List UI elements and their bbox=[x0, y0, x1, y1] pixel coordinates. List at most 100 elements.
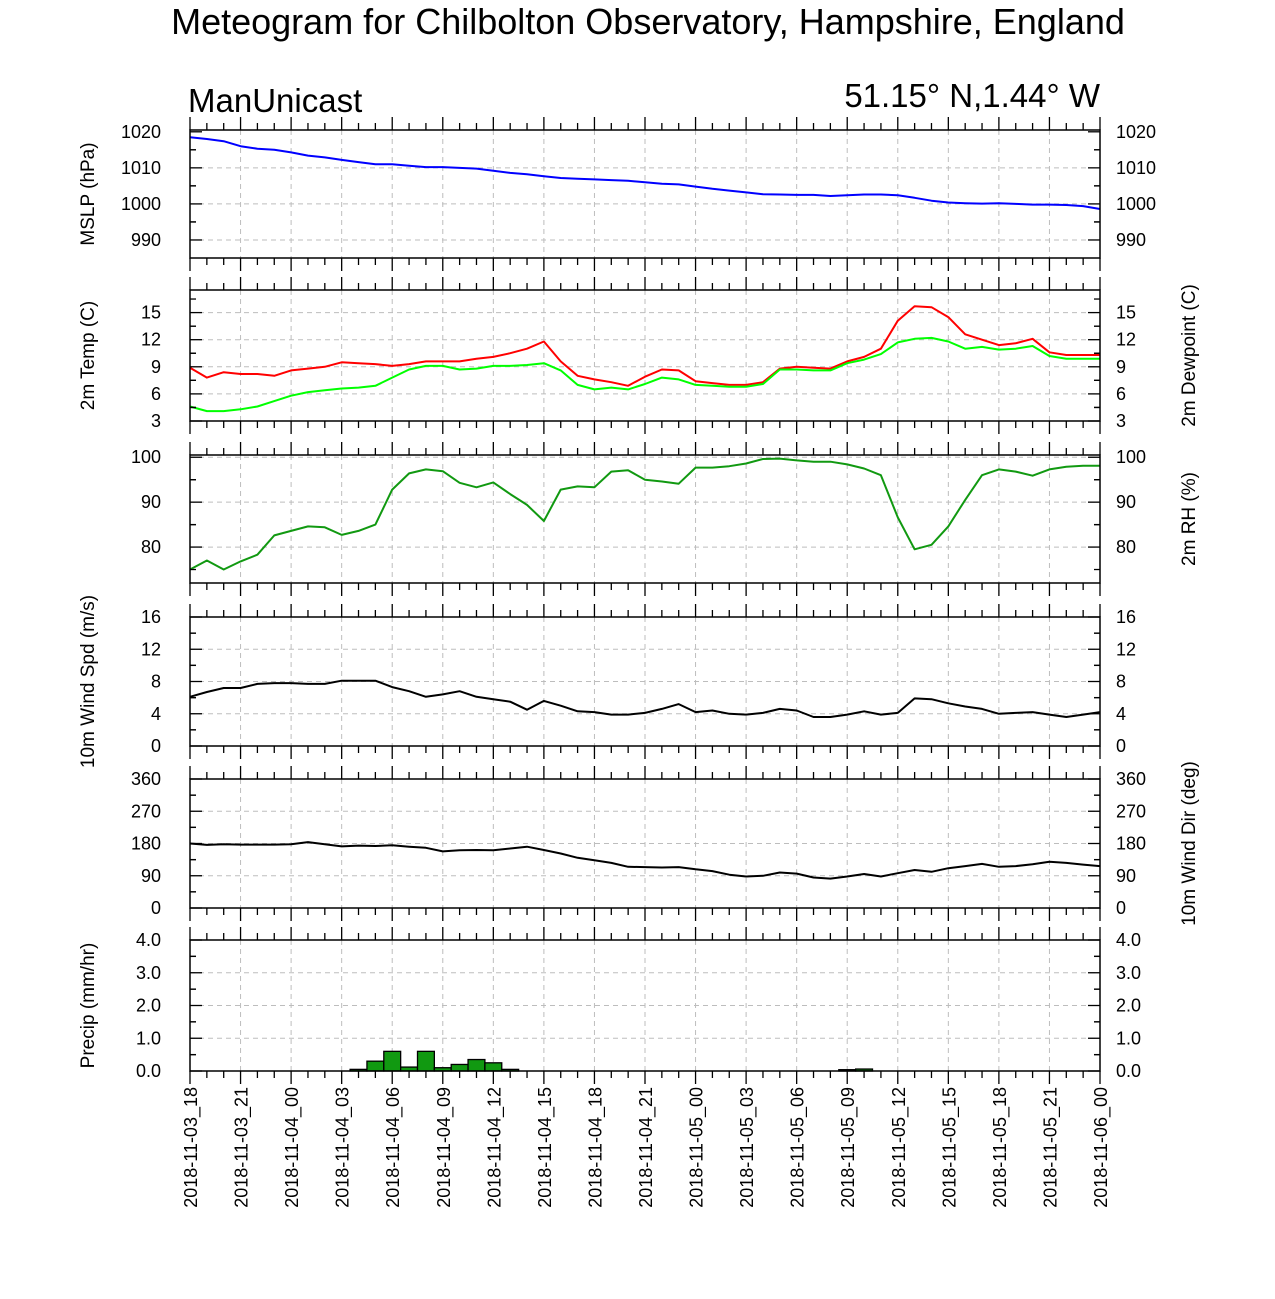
x-axis: 2018-11-03_18 2018-11-03_21 2018-11-04_00 2… bbox=[181, 1087, 1112, 1208]
y-tick-label-right: 9 bbox=[1116, 357, 1126, 377]
x-tick-label: 2018-11-04_06 bbox=[383, 1087, 404, 1208]
y-tick-label-right: 990 bbox=[1116, 230, 1146, 250]
location-label: 51.15° N,1.44° W bbox=[844, 77, 1101, 114]
y-tick-label-left: 6 bbox=[151, 384, 161, 404]
x-tick-label: 2018-11-04_15 bbox=[535, 1087, 556, 1208]
y-tick-label-right: 4.0 bbox=[1116, 930, 1141, 950]
y-tick-label-right: 4 bbox=[1116, 704, 1126, 724]
y-tick-label-right: 6 bbox=[1116, 384, 1126, 404]
y-tick-label-right: 3.0 bbox=[1116, 963, 1141, 983]
panel-frame bbox=[189, 939, 1101, 1072]
panel-wind_speed: 0 0 4 4 8 8 12 12 16 16 10m Wind Spd (m/s) bbox=[78, 595, 1136, 768]
mslp-mslp-line bbox=[189, 136, 1101, 210]
rh-rh-line bbox=[189, 457, 1100, 571]
y-tick-label-right: 180 bbox=[1116, 834, 1146, 854]
y-tick-label-left: 1.0 bbox=[136, 1028, 161, 1048]
y-tick-label-left: 0 bbox=[151, 898, 161, 918]
panel-frame bbox=[189, 616, 1101, 747]
y-tick-label-left: 4 bbox=[151, 704, 161, 724]
x-tick-label: 2018-11-05_12 bbox=[889, 1087, 910, 1208]
wind_speed-wind-line bbox=[189, 679, 1101, 718]
wind_dir-wind-line bbox=[189, 841, 1101, 880]
chart-title: Meteogram for Chilbolton Observatory, Ha… bbox=[171, 1, 1125, 42]
y-tick-label-left: 360 bbox=[131, 769, 161, 789]
y-tick-label-left: 100 bbox=[131, 447, 161, 467]
model-label: ManUnicast bbox=[188, 82, 362, 119]
y-tick-label-right: 360 bbox=[1116, 769, 1146, 789]
y-tick-label-right: 1010 bbox=[1116, 158, 1156, 178]
x-tick-label: 2018-11-05_18 bbox=[990, 1087, 1011, 1208]
y-tick-label-left: 8 bbox=[151, 672, 161, 692]
y-tick-label-right: 2.0 bbox=[1116, 996, 1141, 1016]
y-axis-label-left: Precip (mm/hr) bbox=[78, 943, 99, 1069]
x-tick-label: 2018-11-05_00 bbox=[687, 1087, 708, 1208]
x-tick-label: 2018-11-05_15 bbox=[939, 1087, 960, 1208]
y-tick-label-left: 90 bbox=[141, 866, 161, 886]
y-tick-label-right: 0.0 bbox=[1116, 1061, 1141, 1081]
y-tick-label-right: 16 bbox=[1116, 607, 1136, 627]
precip-bar bbox=[484, 1062, 503, 1072]
x-tick-label: 2018-11-05_21 bbox=[1040, 1087, 1061, 1208]
temp-temp-line bbox=[189, 305, 1100, 387]
y-tick-label-left: 3.0 bbox=[136, 963, 161, 983]
y-tick-label-left: 1000 bbox=[121, 194, 161, 214]
y-tick-label-right: 12 bbox=[1116, 639, 1136, 659]
panel-precip: 0.0 0.0 1.0 1.0 2.0 2.0 3.0 3.0 4.0 4.0 Precip (mm… bbox=[78, 927, 1141, 1084]
y-tick-label-left: 1010 bbox=[121, 158, 161, 178]
y-tick-label-right: 3 bbox=[1116, 411, 1126, 431]
x-tick-label: 2018-11-04_00 bbox=[282, 1087, 303, 1208]
y-tick-label-right: 90 bbox=[1116, 492, 1136, 512]
y-tick-label-right: 1.0 bbox=[1116, 1028, 1141, 1048]
y-tick-label-left: 180 bbox=[131, 834, 161, 854]
precip-bar bbox=[366, 1060, 385, 1072]
panel-frame bbox=[189, 778, 1101, 909]
y-tick-label-left: 4.0 bbox=[136, 930, 161, 950]
y-tick-label-left: 12 bbox=[141, 330, 161, 350]
x-tick-label: 2018-11-03_18 bbox=[181, 1087, 202, 1208]
x-tick-label: 2018-11-03_21 bbox=[232, 1087, 253, 1208]
y-axis-label-right: 10m Wind Dir (deg) bbox=[1179, 761, 1200, 926]
x-tick-label: 2018-11-04_09 bbox=[434, 1087, 455, 1208]
y-tick-label-right: 12 bbox=[1116, 330, 1136, 350]
y-tick-label-left: 12 bbox=[141, 639, 161, 659]
y-tick-label-right: 100 bbox=[1116, 447, 1146, 467]
y-tick-label-left: 3 bbox=[151, 411, 161, 431]
x-tick-label: 2018-11-05_06 bbox=[788, 1087, 809, 1208]
precip-bar bbox=[383, 1050, 402, 1072]
x-tick-label: 2018-11-04_18 bbox=[585, 1087, 606, 1208]
y-tick-label-left: 15 bbox=[141, 303, 161, 323]
temp-dewpoint-line bbox=[189, 336, 1100, 413]
y-axis-label-right: 2m RH (%) bbox=[1179, 472, 1200, 566]
panel-frame bbox=[189, 289, 1101, 422]
y-tick-label-left: 16 bbox=[141, 607, 161, 627]
y-axis-label-right: 2m Dewpoint (C) bbox=[1179, 284, 1200, 427]
panel-mslp: 990 990 1000 1000 1010 1010 1020 1020 MSLP (hPa) bbox=[78, 117, 1156, 271]
panel-rh: 80 80 90 90 100 100 2m RH (%) bbox=[131, 442, 1200, 596]
x-tick-label: 2018-11-05_09 bbox=[838, 1087, 859, 1208]
y-tick-label-right: 80 bbox=[1116, 537, 1136, 557]
y-tick-label-left: 80 bbox=[141, 537, 161, 557]
y-tick-label-left: 0.0 bbox=[136, 1061, 161, 1081]
y-tick-label-left: 0 bbox=[151, 736, 161, 756]
y-tick-label-right: 8 bbox=[1116, 672, 1126, 692]
panel-frame bbox=[189, 129, 1101, 259]
y-tick-label-left: 1020 bbox=[121, 122, 161, 142]
y-tick-label-right: 0 bbox=[1116, 898, 1126, 918]
x-tick-label: 2018-11-04_12 bbox=[484, 1087, 505, 1208]
panel-wind_dir: 0 0 90 90 180 180 270 270 360 360 10m Wind Dir (de… bbox=[131, 761, 1200, 926]
x-tick-label: 2018-11-04_03 bbox=[333, 1087, 354, 1208]
y-tick-label-right: 0 bbox=[1116, 736, 1126, 756]
y-tick-label-right: 15 bbox=[1116, 303, 1136, 323]
y-tick-label-right: 1000 bbox=[1116, 194, 1156, 214]
x-tick-label: 2018-11-05_03 bbox=[737, 1087, 758, 1208]
y-tick-label-right: 1020 bbox=[1116, 122, 1156, 142]
y-tick-label-left: 2.0 bbox=[136, 996, 161, 1016]
x-tick-label: 2018-11-04_21 bbox=[636, 1087, 657, 1208]
y-tick-label-left: 9 bbox=[151, 357, 161, 377]
panel-frame bbox=[189, 454, 1101, 584]
y-axis-label-left: 10m Wind Spd (m/s) bbox=[78, 595, 99, 768]
panel-temp: 3 3 6 6 9 9 12 12 15 15 2m Temp (C) 2m Dewpoint (C) bbox=[78, 277, 1200, 434]
y-tick-label-left: 270 bbox=[131, 801, 161, 821]
